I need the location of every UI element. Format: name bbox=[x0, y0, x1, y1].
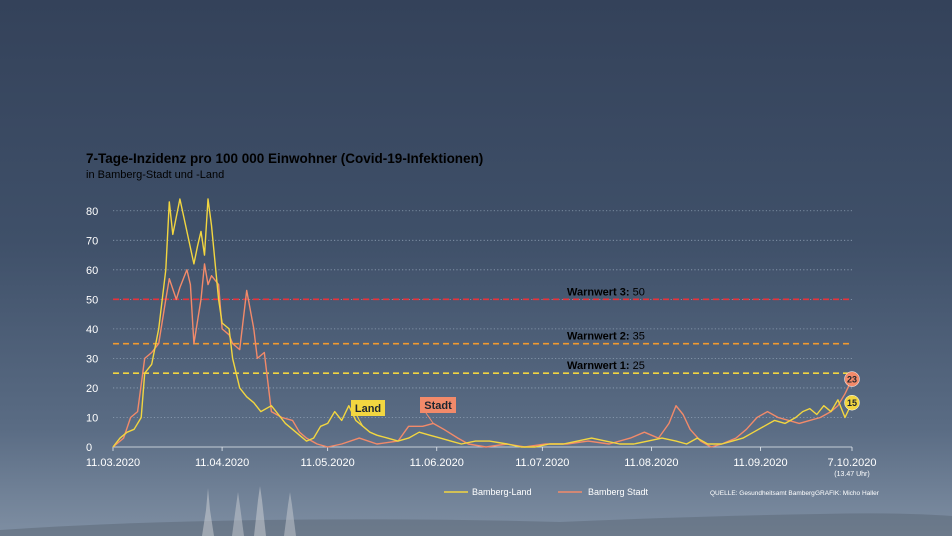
threshold-name: Warnwert 3: bbox=[567, 286, 630, 298]
threshold-label: Warnwert 2: 35 bbox=[567, 331, 645, 343]
y-tick-label: 50 bbox=[86, 294, 98, 306]
y-tick-label: 10 bbox=[86, 412, 98, 424]
threshold-label: Warnwert 1: 25 bbox=[567, 360, 645, 372]
end-land-value: 15 bbox=[847, 398, 857, 408]
legend-label-stadt: Bamberg Stadt bbox=[588, 487, 649, 497]
y-tick-label: 80 bbox=[86, 206, 98, 218]
x-axis-ticks: 11.03.2020 11.04.2020 11.05.2020 11.06.2020… bbox=[86, 447, 877, 478]
x-tick-note: (13.47 Uhr) bbox=[834, 471, 869, 478]
grid-lines bbox=[113, 210, 852, 448]
callout-land-label: Land bbox=[355, 403, 381, 415]
threshold-value: 35 bbox=[630, 331, 645, 343]
credit-note: GRAFIK: Micho Haller bbox=[815, 490, 880, 497]
city-skyline-illustration bbox=[0, 486, 952, 536]
callout-stadt-label: Stadt bbox=[424, 400, 452, 412]
legend: Bamberg-Land Bamberg Stadt bbox=[444, 487, 649, 497]
callout-stadt-leader bbox=[425, 412, 434, 424]
callout-stadt-box bbox=[420, 397, 456, 413]
legend-label-land: Bamberg-Land bbox=[472, 487, 532, 497]
y-tick-label: 60 bbox=[86, 265, 98, 277]
y-axis-ticks: 0 10 20 30 40 50 60 70 80 bbox=[86, 206, 98, 454]
y-tick-label: 30 bbox=[86, 353, 98, 365]
x-tick-label: 11.04.2020 bbox=[195, 457, 249, 469]
chart-title: 7-Tage-Inzidenz pro 100 000 Einwohner (C… bbox=[86, 151, 483, 166]
threshold-name: Warnwert 1: bbox=[567, 360, 630, 372]
data-series bbox=[112, 198, 853, 448]
source-note: QUELLE: Gesundheitsamt Bamberg bbox=[710, 490, 815, 497]
y-tick-label: 0 bbox=[86, 442, 92, 454]
x-tick-label: 11.07.2020 bbox=[515, 457, 569, 469]
x-tick-label: 7.10.2020 bbox=[828, 457, 877, 469]
y-tick-label: 20 bbox=[86, 383, 98, 395]
x-tick-label: 11.05.2020 bbox=[301, 457, 355, 469]
x-tick-label: 11.09.2020 bbox=[733, 457, 787, 469]
x-tick-label: 11.06.2020 bbox=[410, 457, 464, 469]
callout-land-box bbox=[351, 400, 385, 416]
end-stadt-bubble bbox=[844, 371, 860, 387]
end-stadt-value: 23 bbox=[847, 375, 857, 385]
x-tick-label: 11.03.2020 bbox=[86, 457, 140, 469]
series-line-land bbox=[112, 198, 853, 448]
threshold-label: Warnwert 3: 50 bbox=[567, 286, 645, 298]
y-tick-label: 70 bbox=[86, 235, 98, 247]
series-line-stadt bbox=[112, 263, 853, 448]
threshold-value: 25 bbox=[630, 360, 645, 372]
chart-subtitle: in Bamberg-Stadt und -Land bbox=[86, 169, 224, 181]
x-tick-label: 11.08.2020 bbox=[624, 457, 678, 469]
end-land-bubble bbox=[844, 394, 860, 411]
y-tick-label: 40 bbox=[86, 324, 98, 336]
threshold-value: 50 bbox=[630, 286, 645, 298]
callout-land-leader bbox=[356, 415, 364, 427]
warning-thresholds: Warnwert 3: 50 Warnwert 2: 35 Warnwert 1: … bbox=[113, 286, 852, 374]
series-annotations: Land Stadt 23 15 bbox=[351, 371, 860, 427]
threshold-name: Warnwert 2: bbox=[567, 331, 630, 343]
